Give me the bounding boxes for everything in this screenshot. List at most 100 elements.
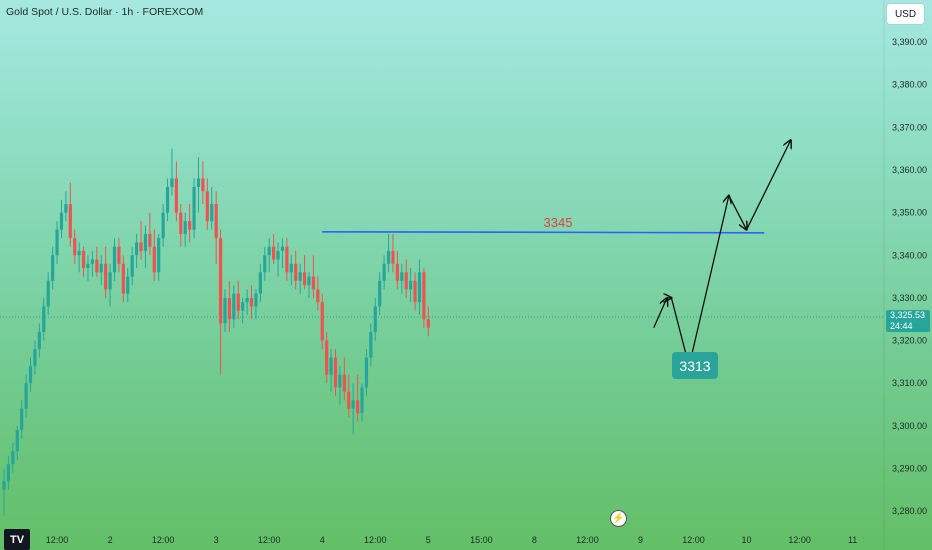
candle-body <box>117 246 121 264</box>
x-tick-label: 11 <box>848 535 857 545</box>
candle-body <box>104 263 108 290</box>
candle-body <box>298 272 302 281</box>
x-tick-label: 8 <box>532 535 537 545</box>
candle-body <box>183 221 187 234</box>
candle-body <box>329 357 333 375</box>
x-tick-label: 10 <box>742 535 752 545</box>
candle-body <box>360 387 364 414</box>
x-tick-label: 5 <box>426 535 431 545</box>
candle-body <box>426 319 430 328</box>
candle-body <box>59 212 64 230</box>
bar-countdown: 24:44 <box>890 321 913 331</box>
candle-body <box>51 255 55 281</box>
candle-body <box>285 246 289 273</box>
candle-body <box>90 259 94 264</box>
flash-event-icon[interactable]: ⚡ <box>610 510 627 527</box>
x-tick-label: 12:00 <box>788 535 811 545</box>
candle-body <box>192 187 196 230</box>
candle-body <box>196 178 201 188</box>
candle-body <box>81 250 86 269</box>
candle-body <box>280 246 285 251</box>
tradingview-logo-icon[interactable]: TV <box>4 529 30 550</box>
candle-body <box>342 374 346 392</box>
candle-body <box>174 178 178 213</box>
candle-body <box>395 263 399 281</box>
y-tick-label: 3,330.00 <box>892 293 927 303</box>
candle-body <box>276 250 280 260</box>
y-tick-label: 3,350.00 <box>892 208 927 218</box>
y-tick-label: 3,280.00 <box>892 506 927 516</box>
candle-body <box>170 178 174 188</box>
y-tick-label: 3,360.00 <box>892 165 927 175</box>
candle-body <box>218 238 223 324</box>
candle-body <box>373 306 377 333</box>
candle-body <box>157 238 161 273</box>
candle-body <box>152 246 156 273</box>
candle-body <box>422 272 426 320</box>
candle-body <box>6 464 11 482</box>
candle-body <box>404 272 408 290</box>
candle-body <box>245 297 249 303</box>
x-tick-label: 4 <box>320 535 325 545</box>
candle-body <box>2 481 6 490</box>
y-tick-label: 3,380.00 <box>892 80 927 90</box>
candle-body <box>95 259 99 273</box>
candle-body <box>263 255 267 273</box>
candle-body <box>28 366 33 384</box>
candle-body <box>413 280 417 303</box>
candle-body <box>126 276 130 294</box>
y-tick-label: 3,390.00 <box>892 37 927 47</box>
candle-body <box>236 293 240 311</box>
y-tick-label: 3,300.00 <box>892 421 927 431</box>
y-tick-label: 3,310.00 <box>892 378 927 388</box>
candle-body <box>294 263 298 281</box>
candle-body <box>232 293 236 320</box>
candle-body <box>64 204 68 213</box>
candle-body <box>86 263 90 269</box>
candle-body <box>11 451 15 465</box>
resistance-line <box>322 230 765 234</box>
candle-body <box>205 191 209 222</box>
x-tick-label: 12:00 <box>682 535 705 545</box>
candle-body <box>112 246 117 273</box>
candle-body <box>188 221 192 230</box>
candle-body <box>351 400 355 409</box>
candle-body <box>55 229 59 256</box>
candle-body <box>210 204 214 222</box>
candle-body <box>15 430 19 452</box>
x-tick-label: 12:00 <box>46 535 69 545</box>
candle-body <box>121 263 125 294</box>
candle-body <box>338 374 342 388</box>
candle-body <box>20 408 24 431</box>
candle-body <box>272 246 276 260</box>
candle-body <box>227 297 232 320</box>
projection-segment <box>745 140 791 230</box>
x-tick-label: 3 <box>214 535 219 545</box>
candle-body <box>333 357 338 388</box>
candle-body <box>325 340 329 375</box>
candle-body <box>369 332 373 358</box>
candle-body <box>179 212 183 234</box>
target-price-badge[interactable]: 3313 <box>672 352 718 379</box>
candle-body <box>316 289 320 303</box>
candle-body <box>165 187 170 213</box>
candle-body <box>42 306 46 333</box>
projection-segment <box>688 196 729 367</box>
y-tick-label: 3,370.00 <box>892 122 927 132</box>
currency-button[interactable]: USD <box>887 4 924 24</box>
x-tick-label: 12:00 <box>576 535 599 545</box>
candle-body <box>347 391 351 409</box>
candle-body <box>391 250 395 264</box>
candle-body <box>148 233 152 247</box>
candle-body <box>409 280 413 290</box>
candle-body <box>161 212 165 239</box>
candle-body <box>378 280 382 307</box>
candle-body <box>289 263 293 273</box>
candle-body <box>24 383 28 409</box>
candle-body <box>223 297 227 324</box>
y-tick-label: 3,340.00 <box>892 250 927 260</box>
candle-body <box>99 263 103 273</box>
y-tick-label: 3,320.00 <box>892 336 927 346</box>
